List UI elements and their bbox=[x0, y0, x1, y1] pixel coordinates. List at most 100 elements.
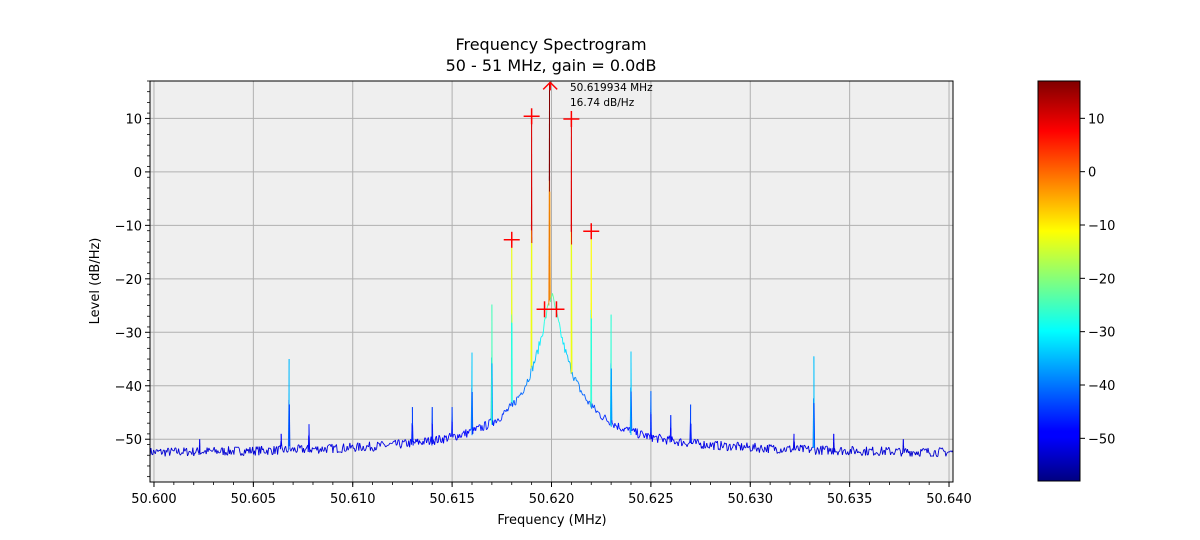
spectrum-segment bbox=[822, 445, 825, 449]
spectrum-segment bbox=[223, 448, 226, 456]
spectrum-segment bbox=[178, 448, 180, 454]
spectrum-segment bbox=[605, 417, 608, 421]
colorbar-tick-label: −20 bbox=[1088, 272, 1115, 287]
spectrum-segment bbox=[895, 448, 898, 451]
spectrum-segment bbox=[893, 452, 896, 455]
spectrum-segment bbox=[409, 439, 411, 448]
spectrum-segment bbox=[277, 446, 279, 455]
spectrum-segment bbox=[866, 446, 868, 456]
spectrum-segment bbox=[573, 377, 576, 381]
spectrum-segment bbox=[549, 191, 551, 303]
spectrum-segment bbox=[663, 437, 666, 440]
spectrum-segment bbox=[806, 447, 808, 450]
spectrum-segment bbox=[794, 448, 797, 451]
spectrum-segment bbox=[686, 443, 689, 447]
colorbar-tick-label: −10 bbox=[1088, 219, 1115, 234]
spectrum-segment bbox=[377, 441, 379, 444]
spectrum-segment bbox=[513, 400, 516, 406]
spectrum-segment bbox=[584, 394, 586, 399]
spectrum-segment bbox=[483, 421, 486, 431]
spectrum-segment bbox=[424, 437, 426, 439]
spectrum-segment bbox=[825, 445, 827, 448]
spectrum-segment bbox=[730, 448, 733, 451]
spectrum-segment bbox=[364, 448, 367, 452]
spectrum-segment bbox=[386, 445, 388, 447]
spectrum-segment bbox=[210, 449, 212, 452]
spectrum-segment bbox=[249, 447, 252, 454]
spectrum-trace bbox=[149, 82, 954, 458]
spectrum-segment bbox=[379, 442, 382, 447]
spectrum-segment bbox=[527, 380, 530, 383]
spectrum-segment bbox=[166, 447, 169, 453]
spectrum-segment bbox=[446, 439, 449, 442]
spectrum-segment bbox=[610, 368, 613, 421]
spectrum-segment bbox=[927, 447, 930, 454]
spectrum-segment bbox=[438, 434, 441, 438]
chart-title: Frequency Spectrogram bbox=[455, 35, 646, 54]
spectrum-segment bbox=[439, 437, 442, 443]
spectrum-segment bbox=[550, 297, 552, 300]
x-tick-label: 50.635 bbox=[827, 492, 873, 507]
y-tick-label: 0 bbox=[134, 166, 142, 181]
spectrum-segment bbox=[913, 451, 915, 454]
spectrum-segment bbox=[859, 451, 862, 455]
spectrum-segment bbox=[587, 400, 590, 405]
spectrum-segment bbox=[362, 445, 365, 451]
spectrum-segment bbox=[371, 448, 374, 452]
spectrum-segment bbox=[889, 449, 891, 455]
colorbar bbox=[1037, 80, 1081, 482]
spectrum-segment bbox=[756, 447, 759, 452]
spectrum-segment bbox=[841, 451, 844, 455]
spectrum-segment bbox=[561, 337, 564, 345]
spectrum-segment bbox=[946, 452, 948, 454]
spectrum-segment bbox=[186, 448, 188, 457]
spectrum-segment bbox=[518, 394, 520, 398]
spectrum-segment bbox=[770, 444, 773, 448]
spectrum-segment bbox=[902, 447, 904, 455]
spectrum-segment bbox=[361, 449, 363, 452]
spectrum-segment bbox=[502, 410, 505, 415]
spectrum-segment bbox=[352, 444, 354, 449]
spectrum-segment bbox=[402, 440, 404, 443]
colorbar-tick-label: 0 bbox=[1088, 166, 1096, 181]
spectrum-segment bbox=[876, 452, 879, 455]
spectrum-segment bbox=[355, 444, 358, 451]
peak-annotation-level: 16.74 dB/Hz bbox=[570, 97, 635, 109]
spectrum-segment bbox=[593, 404, 596, 410]
axes-ticks: 50.600 50.605 50.610 50.615 50.620 50.625 50.6… bbox=[115, 80, 972, 507]
spectrum-segment bbox=[706, 442, 709, 448]
spectrum-segment bbox=[606, 420, 609, 422]
spectrum-segment bbox=[501, 413, 503, 420]
spectrum-segment bbox=[270, 448, 272, 451]
spectrum-segment bbox=[797, 445, 800, 451]
spectrum-segment bbox=[546, 304, 549, 309]
spectrum-segment bbox=[437, 435, 440, 443]
spectrum-segment bbox=[274, 448, 277, 454]
spectrum-segment bbox=[731, 447, 733, 449]
spectrum-segment bbox=[299, 445, 302, 449]
spectrum-segment bbox=[934, 450, 937, 455]
spectrum-segment bbox=[653, 436, 656, 438]
spectrum-segment bbox=[614, 423, 617, 426]
spectrum-segment bbox=[687, 443, 690, 445]
spectrum-segment bbox=[294, 447, 296, 451]
x-tick-label: 50.625 bbox=[628, 492, 674, 507]
spectrum-segment bbox=[154, 449, 157, 454]
spectrum-segment bbox=[795, 445, 798, 449]
spectrum-segment bbox=[577, 382, 580, 385]
spectrum-segment bbox=[810, 447, 813, 451]
spectrum-segment bbox=[578, 384, 581, 393]
spectrum-segment bbox=[657, 436, 660, 443]
spectrum-segment bbox=[660, 436, 663, 439]
spectrum-segment bbox=[271, 453, 274, 456]
spectrum-segment bbox=[427, 437, 430, 445]
spectrum-segment bbox=[949, 450, 951, 453]
spectrum-segment bbox=[937, 450, 940, 457]
spectrum-segment bbox=[173, 447, 176, 452]
spectrum-segment bbox=[850, 446, 853, 454]
spectrum-segment bbox=[497, 418, 500, 421]
spectrum-segment bbox=[160, 448, 163, 455]
spectrum-segment bbox=[732, 443, 734, 448]
spectrum-segment bbox=[929, 453, 932, 457]
spectrum-segment bbox=[862, 449, 865, 454]
